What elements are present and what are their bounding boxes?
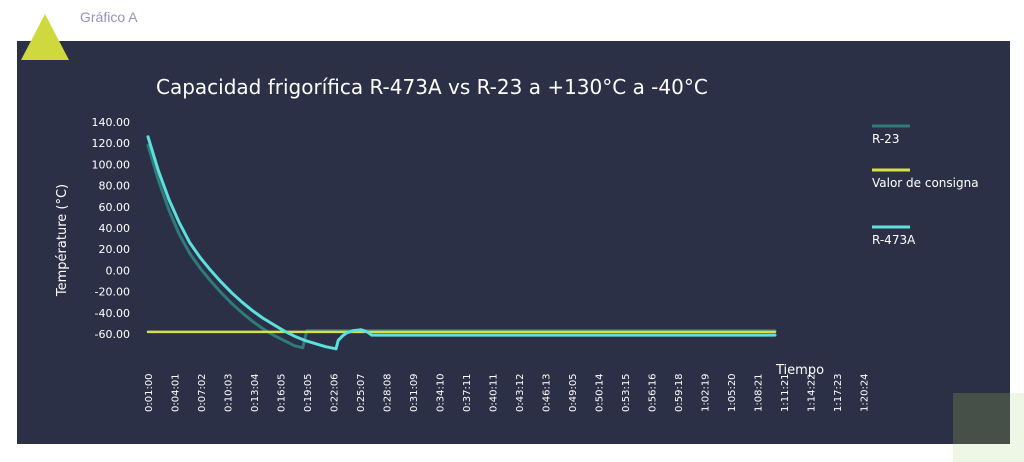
y-tick-label: 40.00 — [99, 222, 131, 235]
x-tick-label: 1:05:20 — [727, 373, 738, 412]
x-tick-label: 1:02:19 — [701, 373, 712, 412]
x-tick-label: 0:53:15 — [621, 373, 632, 412]
series-lines — [146, 135, 777, 351]
x-tick-label: 1:11:21 — [780, 373, 791, 412]
x-tick-label: 0:01:00 — [144, 373, 155, 412]
series-line-r-23 — [146, 143, 777, 350]
x-tick-label: 0:16:05 — [277, 373, 288, 412]
x-tick-label: 0:50:14 — [595, 373, 606, 412]
y-axis-label: Température (°C) — [55, 184, 70, 297]
x-tick-label: 0:28:08 — [383, 373, 394, 412]
y-tick-label: -20.00 — [95, 286, 130, 299]
decorative-square-inner — [953, 393, 1010, 444]
x-tick-label: 0:13:04 — [250, 373, 261, 412]
y-tick-label: -40.00 — [95, 307, 130, 320]
x-tick-label: 1:17:23 — [833, 373, 844, 412]
legend-label: Valor de consigna — [872, 176, 979, 190]
y-tick-label: 20.00 — [99, 243, 131, 256]
x-tick-label: 0:34:10 — [436, 373, 447, 412]
x-tick-label: 1:20:24 — [860, 373, 871, 412]
y-tick-label: 80.00 — [99, 180, 131, 193]
series-line-r-473a — [146, 135, 777, 351]
x-tick-label: 0:04:01 — [171, 373, 182, 412]
x-tick-label: 0:56:16 — [648, 373, 659, 412]
y-tick-label: 120.00 — [92, 137, 131, 150]
x-tick-label: 0:25:07 — [356, 373, 367, 412]
x-tick-label: 0:40:11 — [489, 373, 500, 412]
x-tick-label: 0:10:03 — [224, 373, 235, 412]
y-tick-label: 60.00 — [99, 201, 131, 214]
decorative-square — [953, 393, 1024, 462]
x-tick-label: 0:46:13 — [542, 373, 553, 412]
decorative-triangle — [21, 14, 69, 60]
figure-caption: Gráfico A — [80, 9, 138, 25]
chart-title: Capacidad frigorífica R-473A vs R-23 a +… — [156, 75, 708, 99]
x-tick-label: 0:22:06 — [330, 373, 341, 412]
y-tick-label: 0.00 — [106, 264, 131, 277]
x-tick-label: 0:43:12 — [515, 373, 526, 412]
y-tick-label: 100.00 — [92, 158, 131, 171]
x-tick-label: 0:59:18 — [674, 373, 685, 412]
x-axis-label: Tiempo — [775, 363, 824, 378]
legend-label: R-23 — [872, 132, 899, 146]
y-tick-label: -60.00 — [95, 328, 130, 341]
legend-label: R-473A — [872, 233, 916, 247]
y-tick-labels: 140.00 120.00 100.00 80.00 60.00 40.00 20.00 0.… — [92, 116, 131, 341]
x-tick-label: 1:08:21 — [754, 373, 765, 412]
x-tick-label: 0:49:05 — [568, 373, 579, 412]
legend: R-23 Valor de consigna R-473A — [872, 124, 979, 247]
x-tick-label: 0:19:05 — [303, 373, 314, 412]
y-tick-label: 140.00 — [92, 116, 131, 129]
x-tick-label: 0:37:11 — [462, 373, 473, 412]
x-tick-label: 0:31:09 — [409, 373, 420, 412]
x-tick-label: 0:07:02 — [197, 373, 208, 412]
x-tick-labels: 0:01:00 0:04:01 0:07:02 0:10:03 0:13:04 0:16:… — [144, 373, 871, 412]
x-tick-label: 1:14:22 — [807, 373, 818, 412]
